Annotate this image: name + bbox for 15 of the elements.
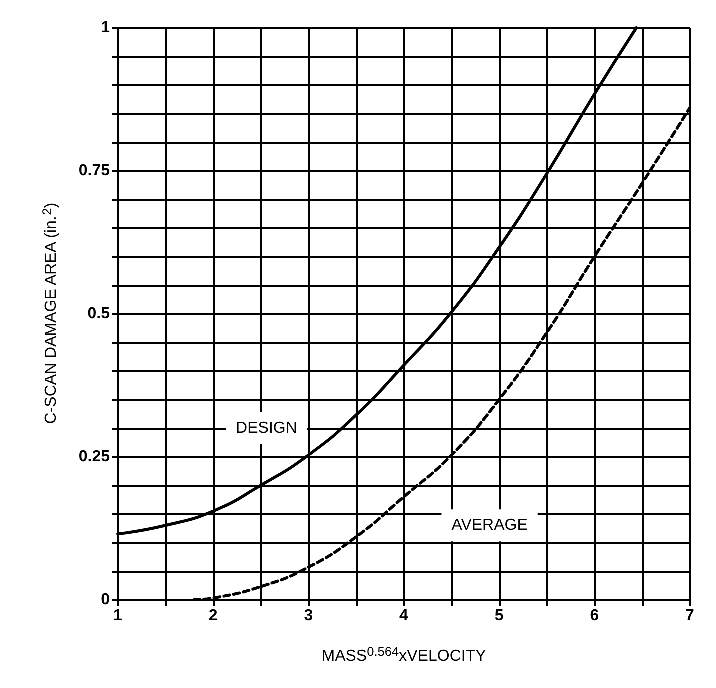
y-tick-label: 0.5 [88,306,110,322]
x-tick-label: 1 [114,608,123,624]
x-tick-label: 2 [208,608,218,624]
y-tick-label: 1 [101,20,110,36]
x-tick-label: 3 [304,608,314,624]
annotation: AVERAGE [452,517,528,534]
x-tick-label: 4 [400,608,409,624]
annotation: DESIGN [236,420,298,437]
y-tick-label: 0.25 [78,448,110,466]
x-tick-label: 7 [686,608,695,624]
x-tick-label: 6 [590,608,600,624]
y-axis-title: C-SCAN DAMAGE AREA (in.2) [39,202,60,424]
x-tick-label: 5 [494,608,504,624]
y-tick-label: 0.75 [78,162,110,180]
y-tick-label: 0 [101,592,110,608]
